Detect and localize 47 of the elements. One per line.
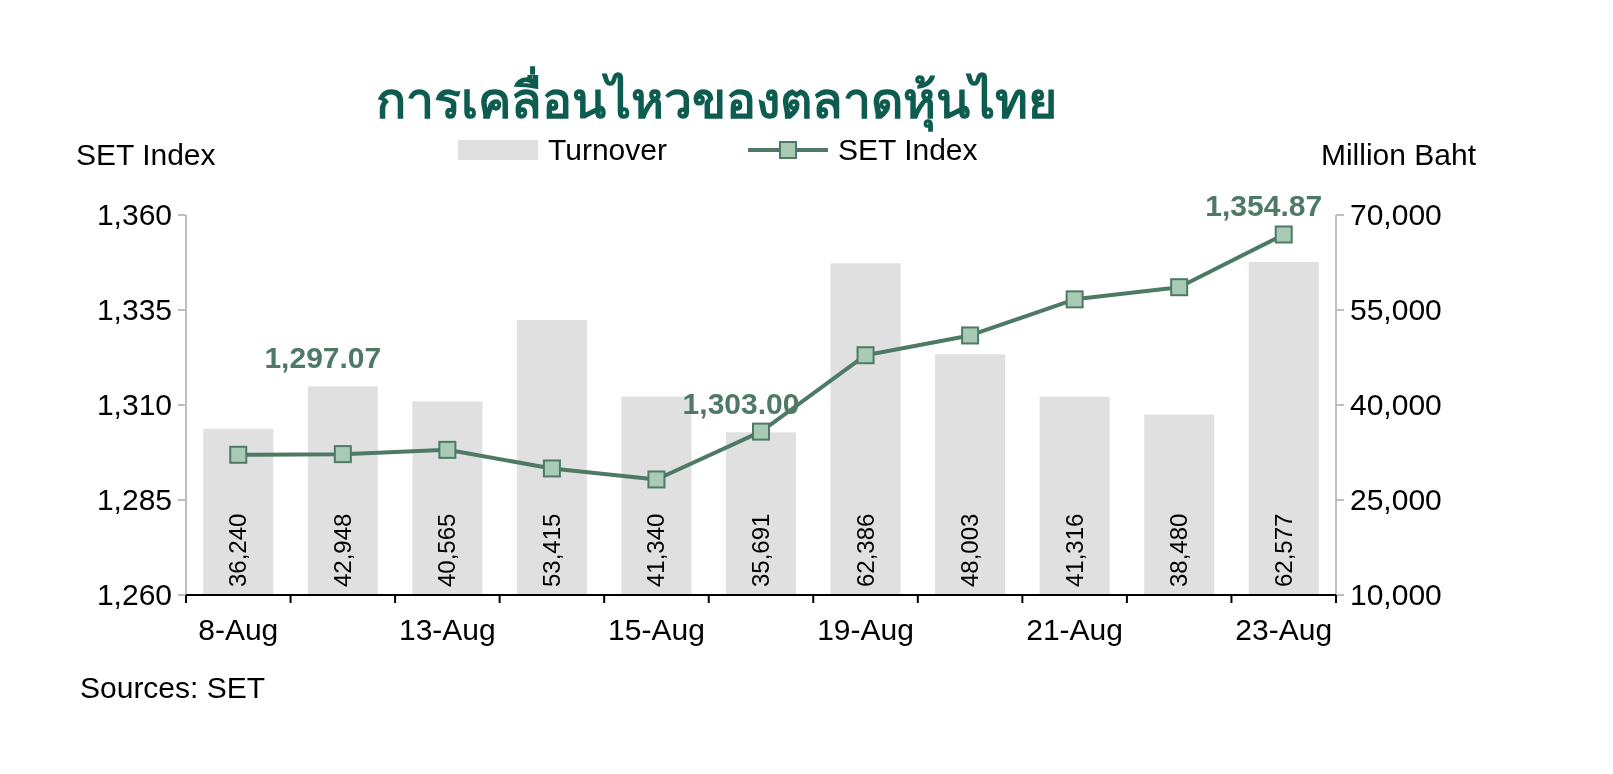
y-tick-label: 1,260	[96, 578, 172, 611]
point	[229, 445, 248, 464]
data-label: 41,316	[1060, 513, 1088, 587]
point	[647, 470, 666, 489]
y-tick-label: 1,310	[96, 388, 172, 421]
data-label: 35,691	[747, 513, 774, 587]
y-tick-label: 1,285	[96, 483, 172, 516]
y2-tick-label: 40,000	[1350, 388, 1442, 421]
point	[752, 422, 770, 441]
y2-tick-label: 25,000	[1350, 483, 1442, 516]
data-label: 38,480	[1165, 513, 1193, 587]
chart-title: การเคลื่อนไหวของตลาดหุ้นไทย	[376, 66, 1057, 132]
data-label: 48,003	[956, 513, 984, 587]
y-axis-title: SET Index	[76, 138, 216, 171]
x-tick-label: 21-Aug	[1026, 613, 1124, 646]
y2-tick-label: 10,000	[1350, 578, 1442, 611]
y-tick-label: 1,335	[96, 293, 172, 326]
point	[1170, 278, 1189, 297]
x-tick-label: 23-Aug	[1235, 613, 1333, 646]
y2-tick-label: 55,000	[1350, 293, 1442, 326]
source-note: Sources: SET	[80, 671, 266, 704]
y-tick-label: 1,360	[96, 198, 172, 231]
point	[333, 445, 352, 464]
x-tick-label: 8-Aug	[198, 613, 279, 646]
point	[542, 459, 561, 478]
data-label: 1,303.00	[682, 386, 800, 420]
point	[961, 326, 980, 345]
legend-label: Turnover	[548, 133, 667, 166]
point	[1065, 290, 1084, 309]
y2-tick-label: 70,000	[1350, 198, 1442, 231]
legend-label: SET Index	[838, 133, 978, 166]
data-label: 40,565	[433, 513, 461, 587]
data-label: 62,386	[851, 513, 879, 587]
x-tick-label: 13-Aug	[398, 613, 496, 646]
data-label: 62,577	[1269, 513, 1297, 587]
point	[1274, 225, 1293, 244]
x-tick-label: 19-Aug	[817, 613, 914, 646]
data-label: 1,297.07	[264, 341, 382, 375]
data-label: 36,240	[224, 513, 252, 587]
x-tick-label: 15-Aug	[608, 613, 705, 646]
data-label: 53,415	[537, 513, 565, 587]
data-label: 41,340	[642, 513, 670, 587]
point	[438, 440, 457, 459]
point	[856, 346, 875, 365]
data-label: 42,948	[328, 513, 356, 587]
y2-axis-title: Million Baht	[1320, 138, 1477, 171]
data-label: 1,354.87	[1205, 189, 1323, 223]
